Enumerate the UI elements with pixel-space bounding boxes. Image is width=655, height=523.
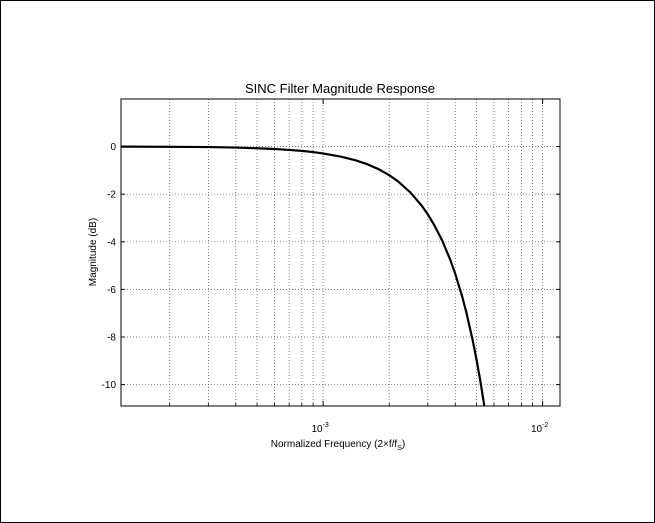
y-tick-label: 0 <box>110 142 116 153</box>
chart-title: SINC Filter Magnitude Response <box>245 81 435 96</box>
x-tick-label: 10-2 <box>531 422 548 435</box>
y-tick-label: -8 <box>107 332 116 343</box>
y-tick-label: -2 <box>107 190 116 201</box>
x-axis-label: Normalized Frequency (2×f/fS) <box>271 439 405 452</box>
y-tick-label: -10 <box>102 380 117 391</box>
x-axis-label-sub: S <box>397 445 402 452</box>
curve-layer <box>121 145 486 406</box>
response-curve <box>121 145 486 406</box>
y-tick-labels: 0 -2 -4 -6 -8 -10 <box>102 142 560 391</box>
x-tick-labels: 10-3 10-2 <box>169 99 548 435</box>
y-tick-label: -6 <box>107 285 116 296</box>
x-axis-label-end: ) <box>402 439 405 450</box>
y-axis-label: Magnitude (dB) <box>88 218 99 286</box>
x-tick-label: 10-3 <box>311 422 328 435</box>
y-tick-label: -4 <box>107 237 116 248</box>
x-axis-label-main: Normalized Frequency (2×f/f <box>271 439 398 450</box>
grid <box>121 99 560 406</box>
plot-area <box>120 98 561 407</box>
